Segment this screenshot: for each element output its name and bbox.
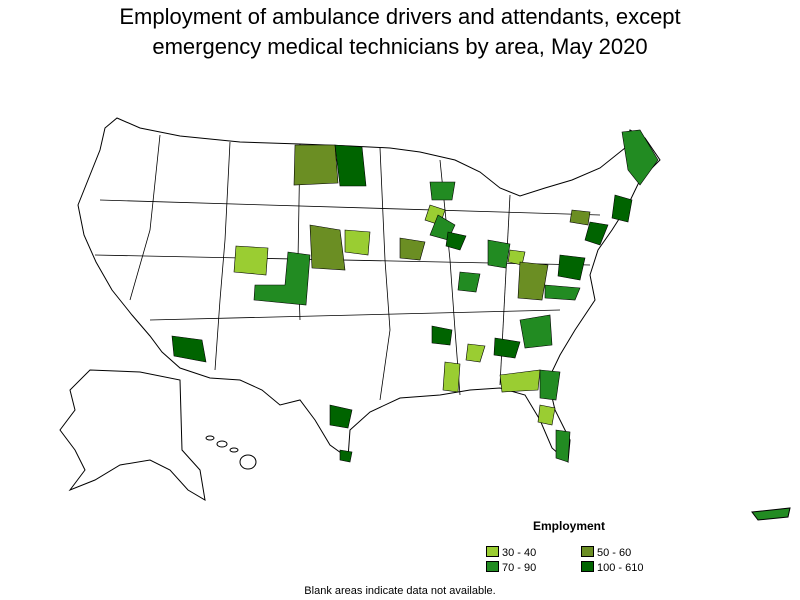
area-30-40 [233,245,269,276]
area-50-60 [309,224,346,271]
state-border-line [99,199,601,216]
area-100-610 [557,254,586,281]
area-100-610 [445,231,467,251]
area-30-40 [442,361,461,393]
area-100-610 [334,144,367,187]
area-30-40 [465,343,486,363]
area-70-90 [555,429,571,463]
area-70-90 [253,251,311,306]
state-border-line [379,147,391,401]
data-areas [171,129,659,463]
hawaii-islands [205,435,257,470]
legend-label: 50 - 60 [597,547,632,559]
area-70-90 [457,271,481,293]
puerto-rico-shape [751,507,791,521]
area-100-610 [339,449,353,463]
alaska-shape [59,369,206,501]
legend-item-30-40: 30 - 40 [486,546,536,559]
state-border-line [214,141,231,371]
area-30-40 [537,404,556,426]
hawaii-island [239,454,257,470]
area-100-610 [611,194,633,223]
area-30-40 [344,229,371,256]
area-70-90 [519,314,553,349]
legend-title: Employment [533,519,606,533]
alaska-outline [59,369,206,501]
legend-swatch [581,546,594,557]
legend-swatch [486,561,499,572]
area-50-60 [569,209,591,226]
hawaii-island [205,435,215,441]
area-100-610 [329,404,353,429]
legend-label: 30 - 40 [502,547,537,559]
area-70-90 [539,369,561,401]
area-70-90 [487,239,511,269]
state-border-line [129,134,161,301]
legend-label: 100 - 610 [597,562,644,574]
area-70-90 [544,284,581,301]
area-100-610 [431,325,453,346]
area-30-40 [499,369,541,393]
hawaii-island [229,447,239,453]
map-title: Employment of ambulance drivers and atte… [0,2,800,62]
area-100-610 [493,337,521,359]
area-100-610 [171,335,207,363]
legend-item-50-60: 50 - 60 [581,546,631,559]
area-100-610 [584,221,609,246]
state-border-line [149,309,561,321]
legend: Employment 30 - 40 50 - 60 70 - 90 100 -… [486,519,686,579]
legend-swatch [581,561,594,572]
legend-swatch [486,546,499,557]
area-50-60 [293,144,339,186]
legend-item-70-90: 70 - 90 [486,561,536,574]
puerto-rico [751,507,791,521]
map-title-line-2: emergency medical technicians by area, M… [152,34,648,59]
map-title-line-1: Employment of ambulance drivers and atte… [119,4,681,29]
area-50-60 [517,261,549,301]
legend-label: 70 - 90 [502,562,537,574]
area-50-60 [399,237,426,261]
hawaii-island [216,440,228,448]
area-70-90 [621,129,659,186]
legend-item-100-610: 100 - 610 [581,561,643,574]
area-70-90 [429,181,456,201]
footnote: Blank areas indicate data not available. [304,585,496,597]
